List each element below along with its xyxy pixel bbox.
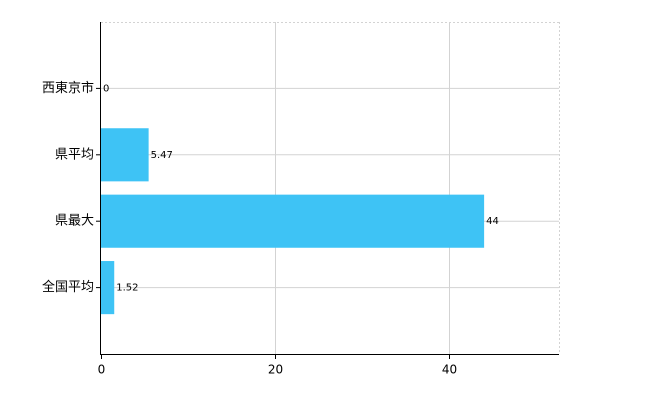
x-tick-label: 0 — [98, 363, 106, 377]
y-tick-label: 県最大 — [55, 214, 94, 229]
x-tick-label: 40 — [442, 363, 457, 377]
bar — [101, 128, 149, 182]
x-tick-label: 20 — [268, 363, 283, 377]
y-tick-label: 県平均 — [55, 147, 94, 162]
value-label: 44 — [486, 216, 499, 227]
plot-area — [101, 22, 559, 354]
value-label: 5.47 — [151, 150, 173, 161]
value-label: 0 — [103, 83, 109, 94]
bar — [101, 194, 485, 248]
bar — [101, 261, 115, 315]
value-label: 1.52 — [116, 283, 138, 294]
y-tick-label: 全国平均 — [42, 279, 94, 295]
y-tick-label: 西東京市 — [42, 80, 94, 96]
